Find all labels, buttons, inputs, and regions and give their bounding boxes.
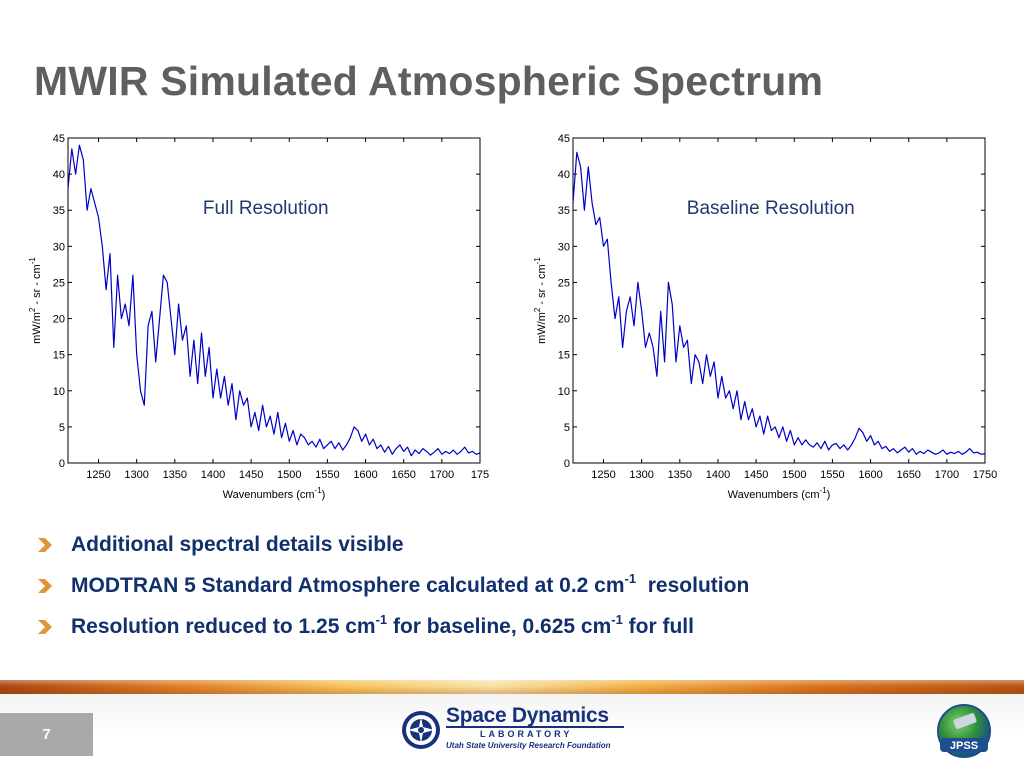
org-name: Space Dynamics <box>446 704 609 727</box>
chevron-right-icon <box>38 578 52 593</box>
y-axis-label-sup: 2 <box>533 307 542 312</box>
y-tick-label: 10 <box>558 386 570 398</box>
y-axis-label-text: mW/m <box>31 312 43 344</box>
plot-area <box>572 137 986 464</box>
y-tick-label: 15 <box>53 350 65 362</box>
x-tick-label: 1500 <box>782 469 806 481</box>
y-tick-label: 25 <box>53 277 65 289</box>
x-tick-label: 1250 <box>591 469 615 481</box>
bullet-text-part: for full <box>622 614 694 638</box>
org-sub: LABORATORY <box>480 729 573 739</box>
y-tick-label: 30 <box>558 241 570 253</box>
y-tick-label: 20 <box>558 314 570 326</box>
y-tick-label: 15 <box>558 350 570 362</box>
x-tick-label: 1750 <box>973 469 997 481</box>
bullet-text-part: MODTRAN 5 Standard Atmosphere calculated… <box>71 573 625 597</box>
y-tick-label: 20 <box>53 314 65 326</box>
bullet-item: Resolution reduced to 1.25 cm-1 for base… <box>36 606 749 647</box>
chevron-right-icon <box>38 537 52 552</box>
y-tick-label: 45 <box>558 133 570 145</box>
y-tick-label: 40 <box>53 169 65 181</box>
x-axis-label-end: ) <box>322 489 326 501</box>
x-axis-label-sup: -1 <box>315 486 323 495</box>
chevron-right-icon <box>38 619 52 634</box>
x-axis-label-text: Wavenumbers (cm <box>223 489 315 501</box>
x-tick-label: 1400 <box>706 469 730 481</box>
x-axis-label-end: ) <box>827 489 831 501</box>
y-tick-label: 35 <box>53 205 65 217</box>
bullet-superscript: -1 <box>611 611 623 627</box>
x-tick-label: 1400 <box>201 469 225 481</box>
page-number-box: 7 <box>0 713 93 756</box>
y-tick-label: 5 <box>59 422 65 434</box>
y-tick-label: 0 <box>59 458 65 470</box>
x-tick-label: 1350 <box>163 469 187 481</box>
y-axis-label: mW/m2 - sr - cm-1 <box>28 257 43 344</box>
space-dynamics-logo <box>402 711 624 749</box>
bullet-text: Additional spectral details visible <box>71 533 404 557</box>
bullet-superscript: -1 <box>375 611 388 627</box>
x-axis-label: Wavenumbers (cm-1) <box>728 486 831 501</box>
y-axis-label-mid: - sr - cm <box>536 264 548 307</box>
x-tick-label: 1600 <box>858 469 882 481</box>
page-number: 7 <box>42 726 51 743</box>
y-tick-label: 10 <box>53 386 65 398</box>
y-tick-label: 0 <box>564 458 570 470</box>
y-axis-label-sup: -1 <box>533 257 542 265</box>
y-tick-label: 30 <box>53 241 65 253</box>
spectrum-series-line <box>572 151 986 455</box>
x-tick-label: 1700 <box>935 469 959 481</box>
footer-bar <box>0 694 1024 768</box>
x-tick-label: 1500 <box>277 469 301 481</box>
y-tick-label: 25 <box>558 277 570 289</box>
bullet-text-part: for baseline, 0.625 cm <box>387 614 612 638</box>
chart-baseline-resolution: 0 5 10 15 20 25 30 35 40 45 1250 1300 1350 1400 1450 15… <box>533 133 997 501</box>
y-tick-label: 40 <box>558 169 570 181</box>
chart-full-resolution: 0 5 10 15 20 25 30 35 40 45 1250 1300 1350 1400 1450 15… <box>28 133 489 501</box>
bullet-text: MODTRAN 5 Standard Atmosphere calculated… <box>71 570 750 598</box>
x-tick-label: 1250 <box>86 469 110 481</box>
slide-title: MWIR Simulated Atmospheric Spectrum <box>34 58 824 104</box>
x-tick-label: 1700 <box>430 469 454 481</box>
x-axis-label: Wavenumbers (cm-1) <box>223 486 326 501</box>
chart-annotation: Baseline Resolution <box>687 198 855 219</box>
y-axis-label-mid: - sr - cm <box>31 264 43 307</box>
jpss-logo: JPSS <box>937 704 991 758</box>
sdl-emblem-icon <box>402 711 440 749</box>
bullet-text-part: resolution <box>636 573 750 597</box>
x-tick-label: 1550 <box>315 469 339 481</box>
flame-banner <box>0 680 1024 694</box>
x-tick-label: 1300 <box>629 469 653 481</box>
jpss-logo-text: JPSS <box>950 740 978 752</box>
bullet-text-part: Additional spectral details visible <box>71 532 404 556</box>
org-tagline: Utah State University Research Foundatio… <box>446 741 611 750</box>
x-tick-label: 1650 <box>896 469 920 481</box>
x-tick-label: 175 <box>471 469 489 481</box>
y-axis-label-text: mW/m <box>536 312 548 344</box>
bullet-text-part: Resolution reduced to 1.25 cm <box>71 614 376 638</box>
chart-annotation: Full Resolution <box>203 198 329 219</box>
bullet-item: Additional spectral details visible <box>36 524 749 565</box>
bullet-superscript: -1 <box>624 570 637 586</box>
x-axis-label-sup: -1 <box>820 486 828 495</box>
x-axis-label-text: Wavenumbers (cm <box>728 489 820 501</box>
y-axis-label: mW/m2 - sr - cm-1 <box>533 257 548 344</box>
y-tick-label: 45 <box>53 133 65 145</box>
y-axis-label-sup: -1 <box>28 257 37 265</box>
x-tick-label: 1600 <box>353 469 377 481</box>
bullet-text: Resolution reduced to 1.25 cm-1 for base… <box>71 611 694 639</box>
y-tick-label: 35 <box>558 205 570 217</box>
y-tick-label: 5 <box>564 422 570 434</box>
y-axis-label-sup: 2 <box>28 307 37 312</box>
x-tick-label: 1300 <box>124 469 148 481</box>
x-tick-label: 1350 <box>668 469 692 481</box>
x-tick-label: 1450 <box>744 469 768 481</box>
plot-area <box>67 137 481 464</box>
bullet-list: Additional spectral details visible MODTR… <box>36 524 749 647</box>
x-tick-label: 1450 <box>239 469 263 481</box>
spectrum-series-line <box>67 144 481 457</box>
x-tick-label: 1550 <box>820 469 844 481</box>
bullet-item: MODTRAN 5 Standard Atmosphere calculated… <box>36 565 749 606</box>
x-tick-label: 1650 <box>391 469 415 481</box>
